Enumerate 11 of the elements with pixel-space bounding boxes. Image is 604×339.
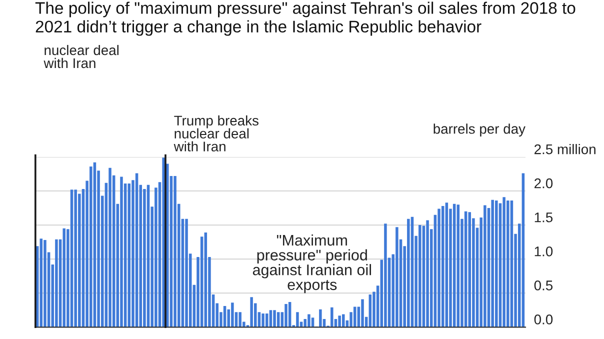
y-tick-label: 1.0 — [534, 246, 553, 256]
chart-title: The policy of "maximum pressure" against Tehran's oil sales from 2018 to 2021 didn’t trigger a change in the Islamic Republic behavior — [35, 2, 576, 36]
y-tick-label: 2.5 million — [534, 144, 596, 154]
y-tick-label: 0.0 — [534, 314, 553, 324]
y-axis-title: barrels per day — [434, 124, 526, 137]
text: Trump breaks nuclear deal with Iran — [174, 115, 258, 152]
y-tick-label: 0.5 — [534, 280, 553, 290]
text: nuclear deal with Iran — [44, 44, 118, 68]
y-tick-label: 2.0 — [534, 178, 553, 188]
y-tick-label: 1.5 — [534, 212, 553, 222]
annotation: "Maximum pressure" period against Iranian oil exports — [252, 234, 371, 294]
